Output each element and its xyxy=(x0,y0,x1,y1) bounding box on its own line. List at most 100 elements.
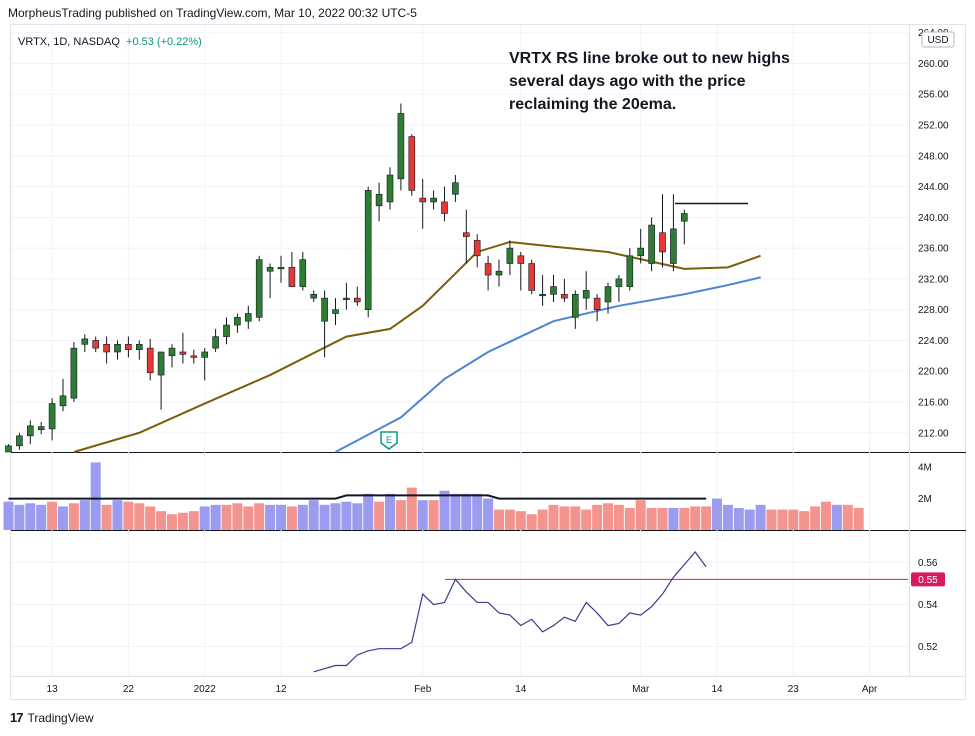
volume-bar xyxy=(821,501,831,530)
symbol-legend[interactable]: VRTX, 1D, NASDAQ +0.53 (+0.22%) xyxy=(18,36,202,48)
earnings-marker: E xyxy=(380,431,398,450)
volume-bar xyxy=(428,500,439,530)
volume-bar xyxy=(701,506,712,530)
volume-bar xyxy=(395,500,406,530)
candle-body xyxy=(114,343,121,353)
volume-bar xyxy=(297,504,308,530)
volume-bar xyxy=(472,493,483,530)
volume-bar xyxy=(592,504,603,530)
volume-bar xyxy=(254,503,265,530)
tradingview-footer[interactable]: 17 TradingView xyxy=(10,710,94,725)
volume-bar xyxy=(450,493,461,530)
volume-bar xyxy=(276,504,286,530)
candle-body xyxy=(670,228,677,264)
volume-bar xyxy=(199,506,210,530)
volume-bar xyxy=(221,504,232,530)
price-change: +0.53 (+0.22%) xyxy=(126,36,202,48)
volume-bar xyxy=(330,503,341,530)
candle-body xyxy=(212,336,219,349)
candle-body xyxy=(92,340,99,349)
candle-body xyxy=(168,347,176,357)
candle-body xyxy=(452,182,459,195)
volume-bar xyxy=(635,500,646,530)
volume-bar xyxy=(657,508,668,530)
volume-bar xyxy=(744,509,755,530)
chart-frame[interactable] xyxy=(10,24,966,700)
rs-last-value-box xyxy=(911,572,945,587)
x-tick-label: Feb xyxy=(414,684,432,695)
volume-bar xyxy=(145,506,156,530)
volume-bar xyxy=(526,514,537,530)
chart-annotation[interactable]: VRTX RS line broke out to new highs seve… xyxy=(509,50,790,113)
volume-bar xyxy=(668,508,679,530)
rs-tick-label: 0.56 xyxy=(918,558,938,569)
candle-body xyxy=(386,174,394,203)
volume-bar xyxy=(733,508,744,530)
earnings-letter: E xyxy=(386,435,392,445)
volume-bar xyxy=(210,504,221,530)
candle-body xyxy=(375,193,383,207)
volume-bar xyxy=(79,500,90,530)
price-tick-label: 248.00 xyxy=(918,151,949,162)
candle-body xyxy=(637,247,645,257)
price-tick-label: 216.00 xyxy=(918,397,949,408)
volume-bar xyxy=(265,504,276,530)
volume-bar xyxy=(690,506,701,530)
candle-body xyxy=(419,197,427,203)
ema-layer xyxy=(73,240,761,453)
candle-body xyxy=(571,293,579,318)
candle-body xyxy=(473,240,481,257)
markers: E xyxy=(380,202,748,450)
candle-body xyxy=(408,136,416,191)
volume-bar xyxy=(112,500,123,530)
candle-body xyxy=(506,247,514,264)
candle-body xyxy=(16,435,23,447)
volume-bar xyxy=(232,503,243,530)
volume-bar xyxy=(363,493,374,530)
candle-body xyxy=(37,426,45,430)
volume-bar xyxy=(603,503,613,530)
candle-body xyxy=(582,290,590,299)
candle-body xyxy=(26,425,34,437)
volume-average-line xyxy=(8,494,707,500)
candle-body xyxy=(234,317,241,326)
volume-tick-label: 4M xyxy=(918,463,932,474)
currency-box xyxy=(921,31,955,48)
candle-body xyxy=(430,197,437,203)
price-tick-label: 236.00 xyxy=(918,244,949,255)
candle-body xyxy=(462,232,470,237)
volume-bar xyxy=(36,504,47,530)
candle-body xyxy=(441,201,448,214)
candle-body xyxy=(299,259,307,287)
x-tick-label: 2022 xyxy=(194,684,217,695)
rs-last-value-label: 0.55 xyxy=(918,575,938,586)
volume-bar xyxy=(548,504,559,530)
candle-body xyxy=(266,267,274,272)
candle-body xyxy=(495,270,503,276)
price-tick-label: 256.00 xyxy=(918,90,949,101)
x-tick-label: 23 xyxy=(788,684,800,695)
volume-bar xyxy=(712,498,722,530)
candle-body xyxy=(397,113,405,180)
price-tick-label: 212.00 xyxy=(918,428,949,439)
volume-bar xyxy=(581,509,592,530)
volume-bar xyxy=(766,509,777,530)
candle-body xyxy=(70,347,78,399)
volume-bar xyxy=(613,504,624,530)
currency-label: USD xyxy=(927,35,948,46)
x-tick-label: 14 xyxy=(515,684,527,695)
candle-body xyxy=(103,343,110,353)
volume-bar xyxy=(68,503,79,530)
tradingview-brand: TradingView xyxy=(27,710,94,725)
volume-bar xyxy=(646,508,657,530)
volume-bar xyxy=(123,501,134,530)
price-tick-label: 252.00 xyxy=(918,121,949,132)
rs-line xyxy=(313,551,707,673)
volume-bar xyxy=(439,490,450,530)
rs-tick-label: 0.52 xyxy=(918,642,938,653)
candle-body xyxy=(146,347,154,374)
volume-bar xyxy=(167,514,177,530)
candle-body xyxy=(561,293,568,299)
candle-body xyxy=(277,267,285,270)
